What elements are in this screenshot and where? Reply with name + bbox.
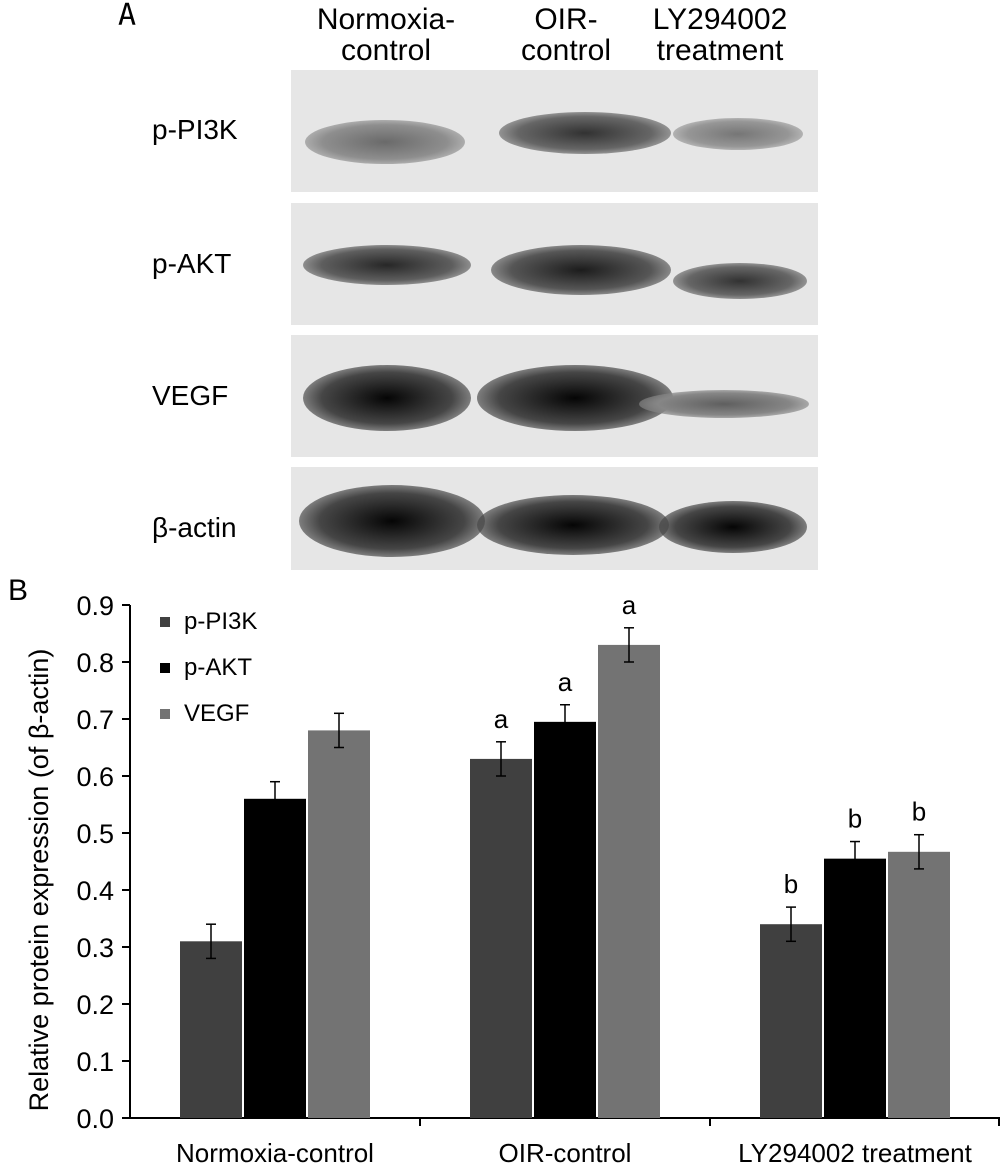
blot-band [477, 495, 669, 555]
blot-band [299, 485, 485, 557]
x-tick-label: LY294002 treatment [738, 1138, 972, 1168]
legend-swatch [160, 617, 170, 627]
blot-p-pi3k [291, 70, 818, 192]
y-tick-label: 0.1 [76, 1047, 114, 1077]
bar [244, 798, 306, 1118]
y-tick-label: 0.9 [76, 591, 114, 621]
y-tick-label: 0.4 [76, 876, 114, 906]
bar [470, 758, 532, 1118]
blot-band [305, 120, 465, 164]
blot-beta-actin [291, 467, 818, 570]
blot-label-vegf: VEGF [152, 380, 229, 411]
significance-label: a [622, 590, 637, 620]
legend-label: p-AKT [184, 654, 252, 681]
x-tick-label: OIR-control [499, 1138, 632, 1168]
significance-label: b [784, 869, 798, 899]
blot-vegf [291, 335, 818, 457]
blot-p-akt [291, 203, 818, 325]
blot-band [303, 245, 471, 285]
lane-label-line2: control [340, 34, 432, 67]
y-tick-label: 0.0 [76, 1104, 114, 1134]
lane-label-oir: OIR- control [476, 4, 656, 66]
legend-swatch [160, 663, 170, 673]
significance-label: b [848, 804, 862, 834]
bar [760, 924, 822, 1118]
panel-a-letter: A [118, 0, 137, 33]
bar [888, 851, 950, 1118]
panel-b-letter: B [8, 574, 28, 607]
x-tick-label: Normoxia-control [176, 1138, 374, 1168]
lane-label-line1: Normoxia- [316, 3, 456, 36]
lane-label-line1: OIR- [534, 3, 598, 36]
lane-label-line2: control [520, 34, 612, 67]
lane-label-normoxia: Normoxia- control [296, 4, 476, 66]
bar [180, 941, 242, 1118]
y-tick-label: 0.5 [76, 819, 114, 849]
blot-band [673, 118, 803, 150]
significance-label: b [912, 797, 926, 827]
blot-band [659, 501, 807, 553]
lane-label-line2: treatment [656, 34, 784, 67]
blot-band [639, 390, 809, 418]
blot-band [491, 245, 671, 295]
bar [534, 721, 596, 1118]
bar [598, 644, 660, 1118]
y-tick-label: 0.6 [76, 762, 114, 792]
y-axis-label: Relative protein expression (of β-actin) [24, 649, 54, 1112]
lane-label-line1: LY294002 [652, 3, 788, 36]
y-tick-label: 0.8 [76, 648, 114, 678]
y-tick-label: 0.2 [76, 990, 114, 1020]
blot-band [499, 112, 671, 154]
significance-label: a [558, 667, 573, 697]
significance-label: a [494, 704, 509, 734]
blot-label-p-pi3k: p-PI3K [152, 114, 238, 145]
blot-band [477, 365, 673, 431]
bar [308, 730, 370, 1118]
blot-band [303, 365, 471, 431]
legend-label: VEGF [184, 700, 249, 727]
blot-band [673, 263, 807, 299]
bar [824, 858, 886, 1118]
y-tick-label: 0.3 [76, 933, 114, 963]
lane-label-ly294002: LY294002 treatment [630, 4, 810, 66]
y-tick-label: 0.7 [76, 705, 114, 735]
blot-label-beta-actin: β-actin [152, 512, 237, 543]
blot-label-p-akt: p-AKT [152, 248, 232, 279]
legend-label: p-PI3K [184, 608, 257, 635]
legend-swatch [160, 709, 170, 719]
